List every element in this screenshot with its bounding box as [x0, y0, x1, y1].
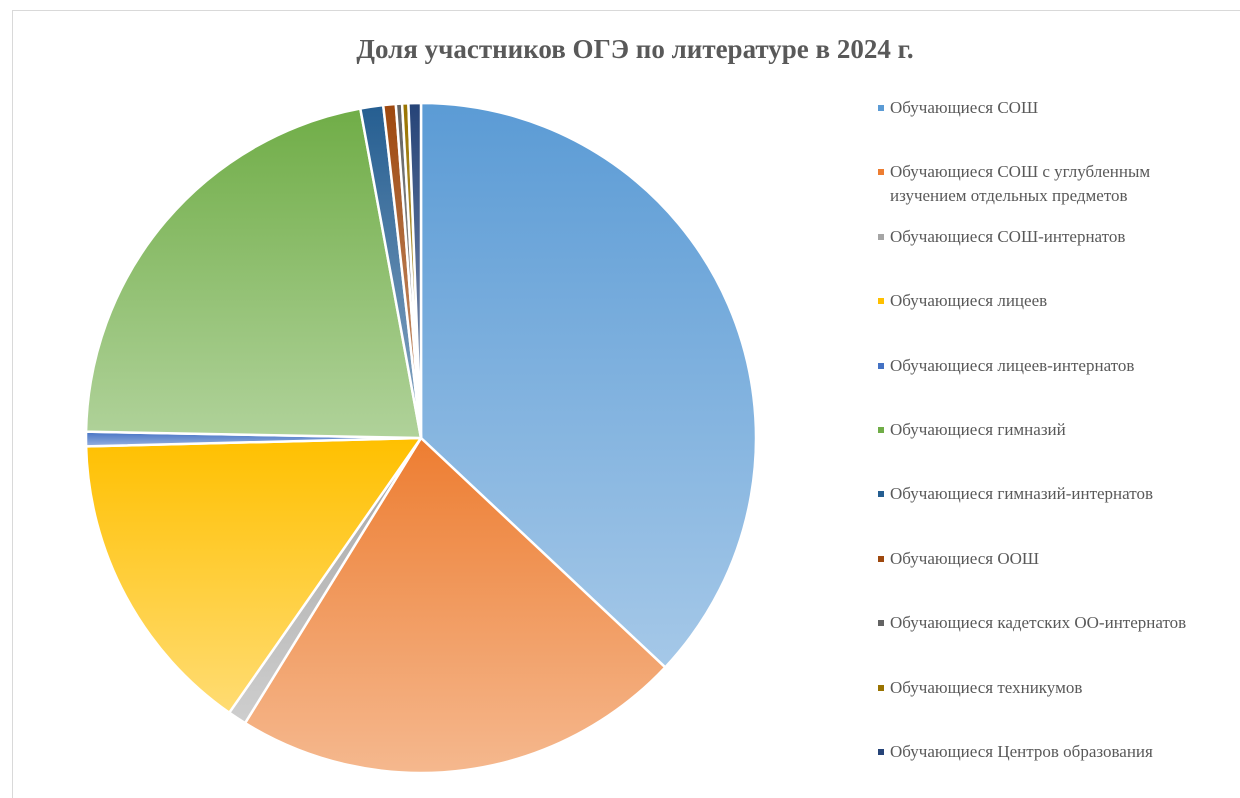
- legend-swatch: [878, 362, 884, 369]
- legend-item: Обучающиеся кадетских ОО-интернатов: [878, 611, 1223, 635]
- legend-swatch: [878, 555, 884, 562]
- legend-label: Обучающиеся СОШ: [890, 98, 1039, 117]
- legend-item: Обучающиеся техникумов: [878, 676, 1223, 700]
- legend-item: Обучающиеся СОШ: [878, 96, 1223, 120]
- legend-item: Обучающиеся гимназий-интернатов: [878, 482, 1223, 506]
- legend-item: Обучающиеся лицеев-интернатов: [878, 354, 1223, 378]
- legend-swatch: [878, 169, 884, 176]
- legend-label: Обучающиеся лицеев-интернатов: [890, 355, 1135, 375]
- legend-swatch: [878, 298, 884, 305]
- chart-title: Доля участников ОГЭ по литературе в 2024…: [356, 34, 913, 64]
- legend-label: Обучающиеся Центров образования: [890, 742, 1153, 761]
- legend-label: Обучающиеся СОШ-интернатов: [890, 226, 1126, 246]
- pie-slice: [407, 101, 423, 440]
- legend-swatch: [878, 233, 884, 240]
- legend-swatch: [878, 491, 884, 498]
- legend-label: Обучающиеся техникумов: [890, 677, 1083, 697]
- legend-swatch: [878, 620, 884, 627]
- legend-label: Обучающиеся лицеев: [890, 291, 1048, 311]
- pie-slice: [84, 107, 423, 440]
- legend-label: Обучающиеся ООШ: [890, 548, 1040, 568]
- legend-item: Обучающиеся ООШ: [878, 547, 1223, 571]
- legend-label: Обучающиеся гимназий-интернатов: [890, 484, 1153, 504]
- legend-item: Обучающиеся СОШ-интернатов: [878, 225, 1223, 249]
- legend-label: Обучающиеся СОШ с углубленным изучением …: [890, 162, 1151, 206]
- legend-label: Обучающиеся кадетских ОО-интернатов: [890, 613, 1187, 633]
- pie-slice: [419, 101, 758, 669]
- pie-slice: [84, 436, 423, 714]
- legend-item: Обучающиеся лицеев: [878, 289, 1223, 313]
- chart-frame: [12, 10, 1240, 798]
- legend-label: Обучающиеся гимназий: [890, 420, 1066, 439]
- legend-swatch: [878, 427, 884, 433]
- pie-slice: [243, 436, 667, 775]
- legend-item: Обучающиеся Центров образования: [878, 740, 1223, 764]
- legend-swatch: [878, 105, 884, 111]
- legend-item: Обучающиеся СОШ с углубленным изучением …: [878, 160, 1223, 208]
- legend-swatch: [878, 684, 884, 691]
- legend-swatch: [878, 749, 884, 755]
- legend-item: Обучающиеся гимназий: [878, 418, 1223, 442]
